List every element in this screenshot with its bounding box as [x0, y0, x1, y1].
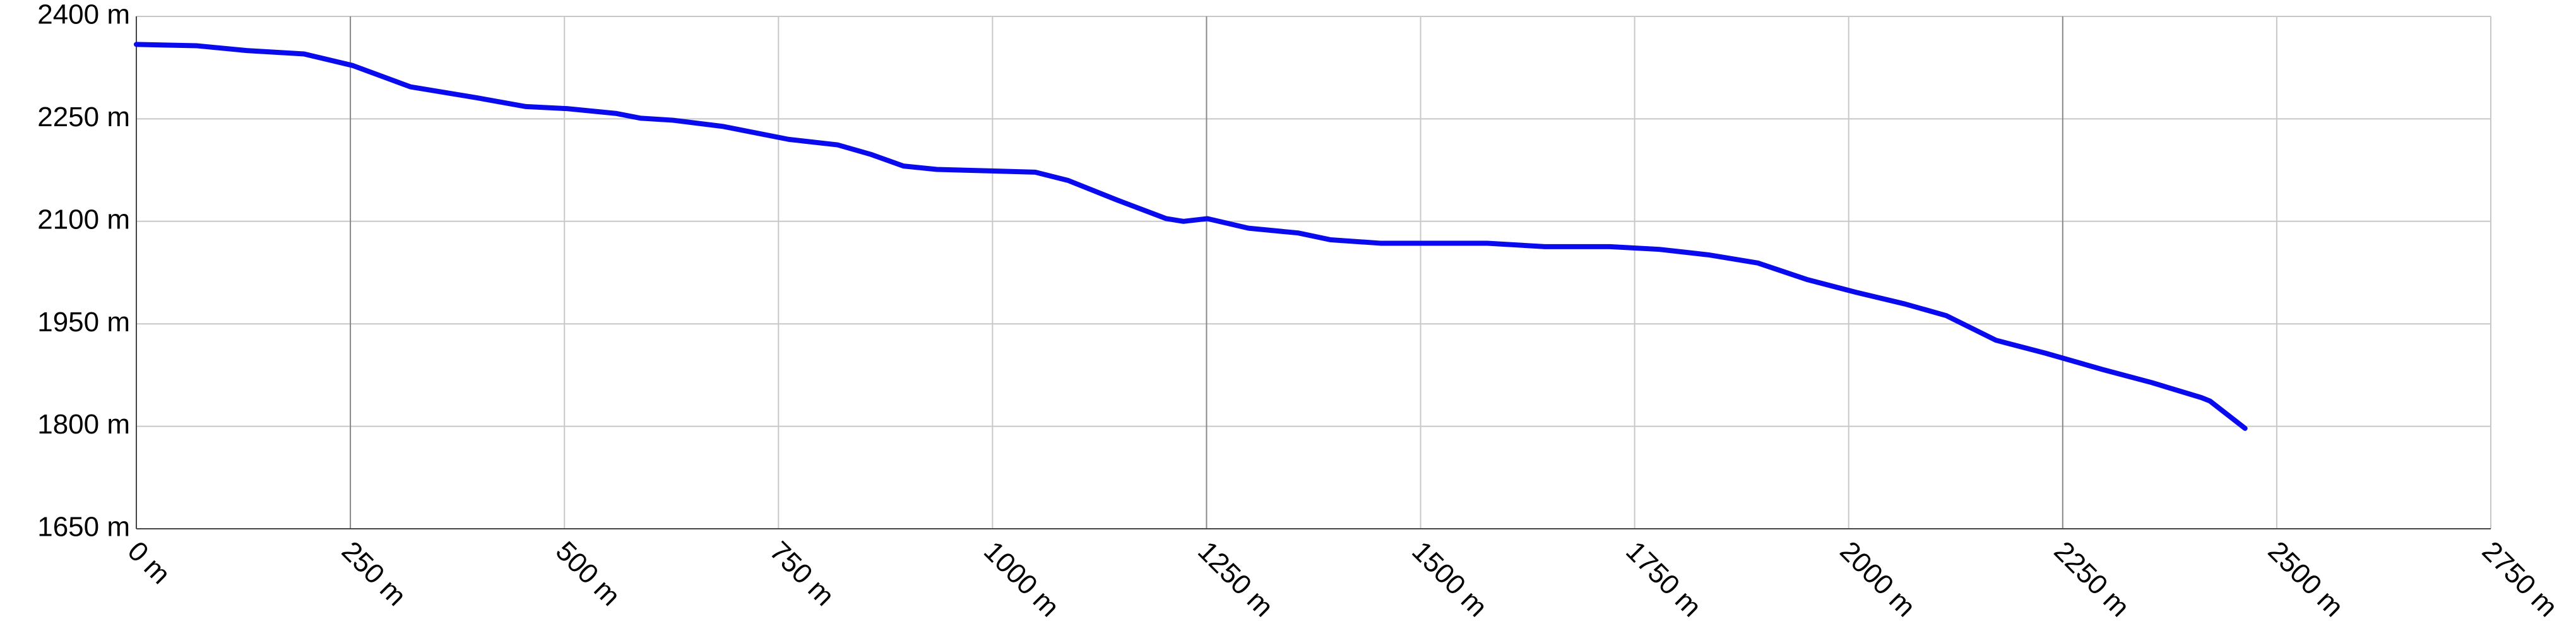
- x-tick-label: 2750 m: [2476, 536, 2563, 623]
- y-tick-label: 1800 m: [37, 409, 130, 440]
- x-tick-label: 750 m: [764, 536, 840, 612]
- y-tick-label: 2250 m: [37, 102, 130, 133]
- x-tick-label: 1000 m: [978, 536, 1065, 623]
- y-tick-label: 1950 m: [37, 307, 130, 338]
- x-tick-label: 1250 m: [1192, 536, 1279, 623]
- x-tick-label: 1750 m: [1620, 536, 1707, 623]
- y-tick-label: 2100 m: [37, 204, 130, 235]
- x-tick-label: 2500 m: [2262, 536, 2349, 623]
- x-tick-label: 1500 m: [1406, 536, 1493, 623]
- elevation-line: [134, 42, 2248, 431]
- x-tick-label: 2250 m: [2048, 536, 2135, 623]
- x-tick-label: 250 m: [336, 536, 412, 612]
- y-tick-label: 2400 m: [37, 0, 130, 30]
- y-tick-label: 1650 m: [37, 512, 130, 543]
- x-tick-label: 500 m: [550, 536, 626, 612]
- x-tick-label: 0 m: [122, 536, 177, 591]
- x-tick-label: 2000 m: [1834, 536, 1921, 623]
